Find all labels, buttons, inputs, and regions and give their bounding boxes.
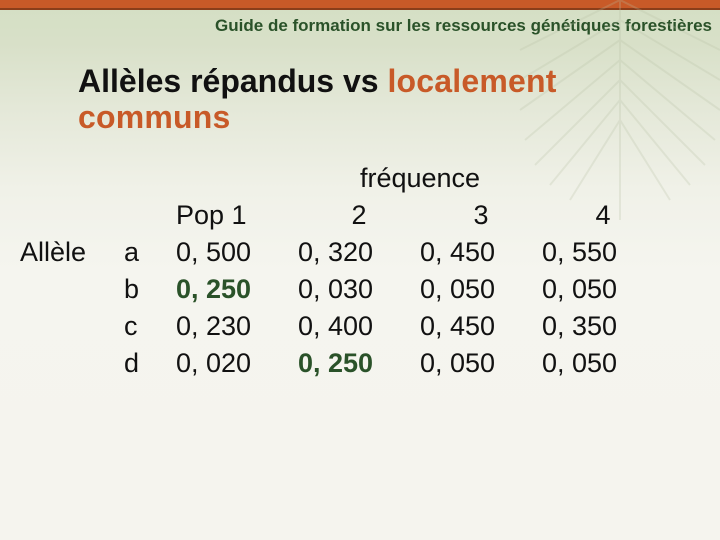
frequency-cell: 0, 250 [298, 345, 420, 382]
slide-title: Allèles répandus vs localement communs [78, 64, 694, 136]
row-header-label [20, 345, 124, 382]
allele-label: d [124, 345, 176, 382]
row-header-label: Allèle [20, 234, 124, 271]
table-row: d0, 0200, 2500, 0500, 050 [20, 345, 664, 382]
frequency-cell: 0, 550 [542, 234, 664, 271]
frequency-cell: 0, 350 [542, 308, 664, 345]
frequency-cell: 0, 320 [298, 234, 420, 271]
row-header-label [20, 271, 124, 308]
frequency-cell: 0, 500 [176, 234, 298, 271]
row-header-label [20, 308, 124, 345]
top-accent-bar [0, 0, 720, 10]
frequency-cell: 0, 020 [176, 345, 298, 382]
table-row-col-headers: Pop 1 2 3 4 [20, 197, 664, 234]
frequency-cell: 0, 230 [176, 308, 298, 345]
col-header: Pop 1 [176, 197, 298, 234]
allele-label: c [124, 308, 176, 345]
frequency-cell: 0, 250 [176, 271, 298, 308]
col-header: 2 [298, 197, 420, 234]
frequency-cell: 0, 450 [420, 308, 542, 345]
frequency-cell: 0, 050 [420, 345, 542, 382]
col-header: 3 [420, 197, 542, 234]
frequency-cell: 0, 450 [420, 234, 542, 271]
table-row: Allèlea0, 5000, 3200, 4500, 550 [20, 234, 664, 271]
table-row: b0, 2500, 0300, 0500, 050 [20, 271, 664, 308]
table-row: c0, 2300, 4000, 4500, 350 [20, 308, 664, 345]
frequency-cell: 0, 050 [420, 271, 542, 308]
allele-frequency-table: fréquence Pop 1 2 3 4 Allèlea0, 5000, 32… [20, 160, 664, 382]
title-prefix: Allèles répandus vs [78, 63, 387, 99]
frequency-cell: 0, 400 [298, 308, 420, 345]
frequency-cell: 0, 050 [542, 271, 664, 308]
table-row-freq-label: fréquence [20, 160, 664, 197]
col-header: 4 [542, 197, 664, 234]
frequency-cell: 0, 030 [298, 271, 420, 308]
frequency-group-label: fréquence [176, 160, 664, 197]
frequency-cell: 0, 050 [542, 345, 664, 382]
allele-label: b [124, 271, 176, 308]
slide-header-text: Guide de formation sur les ressources gé… [0, 10, 720, 36]
allele-label: a [124, 234, 176, 271]
